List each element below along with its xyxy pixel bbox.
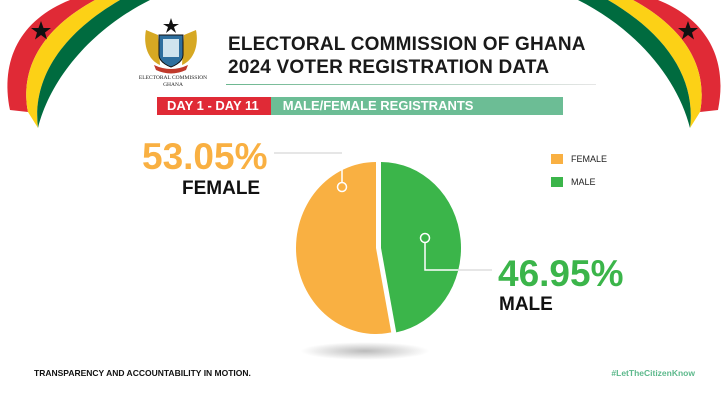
ghana-flag-ribbons (7, 0, 721, 128)
coat-of-arms-logo (145, 18, 197, 74)
legend-item-male: MALE (551, 177, 596, 187)
female-label: FEMALE (182, 178, 261, 199)
right-ribbon (578, 0, 721, 128)
subject-label: MALE/FEMALE REGISTRANTS (270, 97, 563, 115)
female-percent-label: 53.05% (142, 136, 268, 177)
star-icon (678, 21, 698, 40)
footer-tagline: TRANSPARENCY AND ACCOUNTABILITY IN MOTIO… (34, 368, 251, 378)
period-label: DAY 1 - DAY 11 (157, 97, 271, 115)
legend-text: MALE (571, 177, 596, 187)
title-divider (226, 84, 596, 85)
page-title: ELECTORAL COMMISSION OF GHANA 2024 VOTER… (228, 33, 586, 79)
legend-swatch (551, 177, 563, 187)
pie-slice-male (381, 162, 462, 333)
leader-dot-female (336, 181, 348, 193)
title-line2: 2024 VOTER REGISTRATION DATA (228, 57, 550, 78)
star-icon (31, 21, 51, 40)
legend-item-female: FEMALE (551, 154, 607, 164)
pie-shadow (300, 342, 430, 360)
logo-caption: ELECTORAL COMMISSION GHANA (128, 75, 218, 89)
section-banner: DAY 1 - DAY 11 MALE/FEMALE REGISTRANTS (157, 97, 563, 115)
footer-hashtag: #LetTheCitizenKnow (611, 368, 695, 378)
left-ribbon (7, 0, 150, 128)
logo-caption-line2: GHANA (163, 82, 183, 88)
legend-text: FEMALE (571, 154, 608, 164)
logo-caption-line1: ELECTORAL COMMISSION (138, 75, 208, 81)
title-line1: ELECTORAL COMMISSION OF GHANA (228, 34, 586, 55)
male-percent-label: 46.95% (498, 253, 624, 294)
male-label: MALE (499, 294, 553, 315)
leader-dot-male (419, 232, 431, 244)
legend-swatch (551, 154, 563, 164)
pie-slice-female (296, 162, 392, 334)
